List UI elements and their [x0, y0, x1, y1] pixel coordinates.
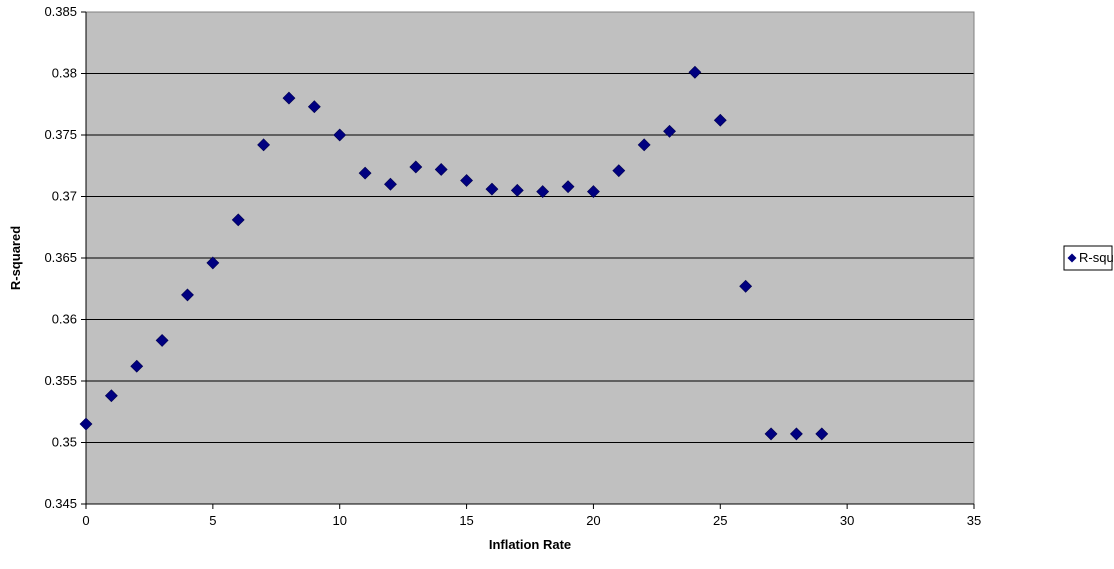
- x-tick-label: 0: [82, 513, 89, 528]
- data-point: [257, 138, 271, 152]
- y-tick-label: 0.365: [44, 250, 77, 265]
- data-point: [612, 164, 626, 178]
- y-tick-label: 0.36: [52, 312, 77, 327]
- data-point: [206, 256, 220, 270]
- data-point: [688, 65, 702, 79]
- x-tick-label: 10: [332, 513, 346, 528]
- y-axis-title: R-squared: [8, 226, 23, 290]
- data-point: [815, 427, 829, 441]
- data-point: [384, 177, 397, 191]
- x-tick-label: 5: [209, 513, 216, 528]
- data-point: [510, 183, 524, 197]
- data-point: [637, 138, 651, 152]
- data-point: [282, 91, 296, 105]
- x-tick-label: 20: [586, 513, 600, 528]
- data-point: [231, 213, 245, 227]
- x-tick-label: 30: [840, 513, 854, 528]
- data-point: [333, 128, 347, 142]
- data-point: [561, 180, 575, 194]
- y-tick-label: 0.35: [52, 435, 77, 450]
- legend-marker-icon: [1067, 253, 1077, 263]
- data-point: [536, 185, 550, 199]
- data-point: [130, 359, 144, 373]
- data-point: [155, 333, 169, 347]
- y-tick-label: 0.375: [44, 127, 77, 142]
- x-axis-title: Inflation Rate: [489, 537, 571, 552]
- legend-label: R-squared: [1079, 250, 1114, 265]
- data-point: [358, 166, 372, 180]
- data-point: [713, 113, 727, 127]
- data-point: [409, 160, 423, 174]
- data-point: [739, 279, 753, 293]
- data-point: [789, 427, 803, 441]
- data-point: [181, 288, 194, 302]
- data-point: [587, 185, 600, 199]
- x-tick-label: 35: [967, 513, 981, 528]
- data-points: [79, 65, 829, 441]
- y-tick-label: 0.385: [44, 4, 77, 19]
- data-point: [663, 124, 676, 138]
- data-point: [79, 417, 93, 431]
- axis-ticks: 0.345 0.35 0.355 0.36 0.365 0.37 0.375 0.38 0.38…: [44, 4, 981, 528]
- data-point: [307, 100, 321, 114]
- y-tick-label: 0.38: [52, 66, 77, 81]
- data-point: [104, 389, 118, 403]
- data-point: [485, 182, 499, 196]
- legend: R-squared: [1063, 245, 1114, 271]
- y-tick-label: 0.345: [44, 496, 77, 511]
- y-tick-label: 0.355: [44, 373, 77, 388]
- data-point: [434, 163, 448, 176]
- y-tick-label: 0.37: [52, 189, 77, 204]
- data-point: [764, 427, 778, 441]
- data-point: [460, 174, 473, 187]
- x-tick-label: 15: [459, 513, 473, 528]
- x-tick-label: 25: [713, 513, 727, 528]
